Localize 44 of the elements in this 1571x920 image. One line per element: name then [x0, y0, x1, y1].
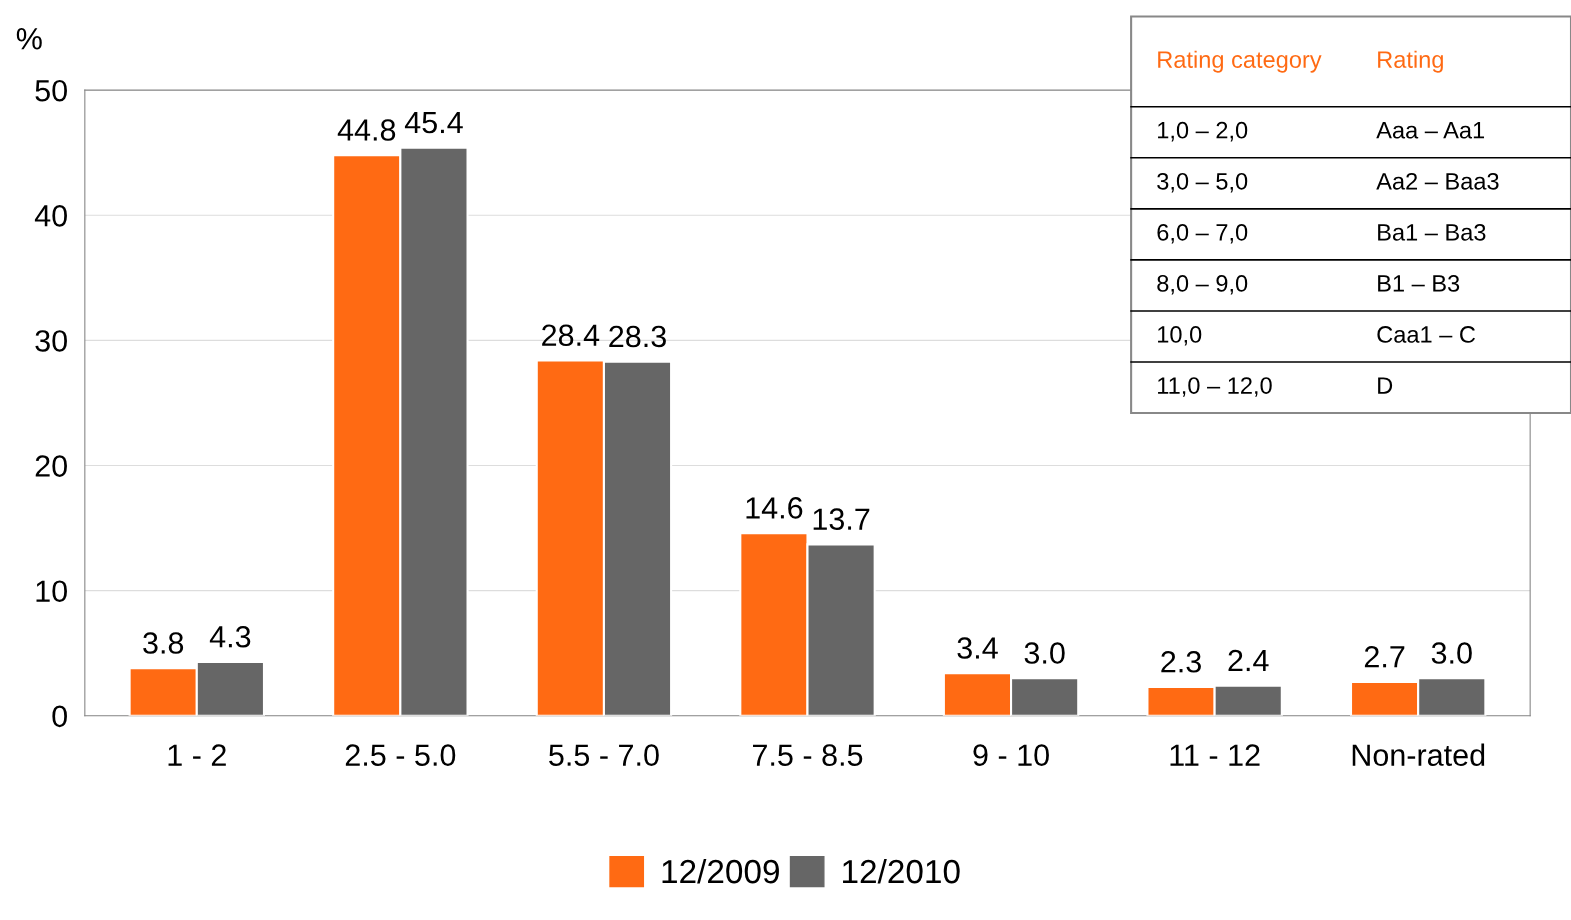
data-label: 3.0: [1024, 642, 1065, 664]
annotation: D: [1378, 377, 1393, 394]
data-label: 2.3: [1161, 650, 1201, 673]
data-label: 3.8: [143, 632, 184, 654]
annotation: Caa1 – C: [1377, 326, 1476, 343]
annotation: Aaa – Aa1: [1376, 122, 1485, 139]
text: Rating: [1378, 50, 1443, 73]
data-label: 3.4: [957, 637, 998, 659]
annotation: 3,0 – 5,0: [1157, 172, 1248, 193]
annotation: Aa2 – Baa3: [1376, 172, 1499, 190]
data-label: 44.8: [337, 119, 396, 141]
data-label: 2.4: [1228, 649, 1269, 672]
annotation: 6,0 – 7,0: [1157, 223, 1248, 244]
data-label: 28.4: [542, 324, 600, 347]
annotation: B1 – B3: [1378, 275, 1460, 292]
x-tick-label: Non-rated: [1352, 743, 1485, 766]
y-tick-label: 0: [52, 705, 67, 728]
x-tick-label: 5.5 - 7.0: [549, 744, 659, 766]
data-label: 28.3: [609, 325, 666, 348]
data-label: 13.7: [813, 508, 870, 530]
x-tick-label: 9 - 10: [973, 744, 1049, 766]
annotation: 8,0 – 9,0: [1157, 275, 1248, 295]
y-tick-label: 10: [36, 580, 67, 603]
data-label: 14.6: [746, 497, 803, 519]
annotation: 10,0: [1158, 326, 1202, 346]
legend-label: 12/2009: [662, 858, 779, 884]
y-tick-label: 50: [35, 79, 67, 102]
data-label: 4.3: [209, 625, 251, 648]
annotation: 1,0 – 2,0: [1158, 121, 1248, 142]
data-label: 45.4: [404, 112, 463, 134]
x-tick-label: 11 - 12: [1170, 744, 1260, 766]
y-axis-title: %: [16, 28, 42, 50]
y-tick-label: 40: [34, 205, 67, 227]
data-label: 3.0: [1431, 642, 1472, 664]
annotation: Ba1 – Ba3: [1378, 223, 1486, 241]
text: Rating category: [1158, 50, 1322, 73]
legend-label: 12/2010: [843, 858, 960, 884]
x-tick-label: 2.5 - 5.0: [345, 744, 456, 766]
y-tick-label: 30: [35, 330, 67, 352]
data-label: 2.7: [1364, 645, 1405, 668]
annotation: 11,0 – 12,0: [1158, 377, 1272, 397]
y-tick-label: 20: [35, 455, 67, 477]
x-tick-label: 7.5 - 8.5: [753, 744, 863, 766]
x-tick-label: 1 - 2: [168, 744, 226, 766]
